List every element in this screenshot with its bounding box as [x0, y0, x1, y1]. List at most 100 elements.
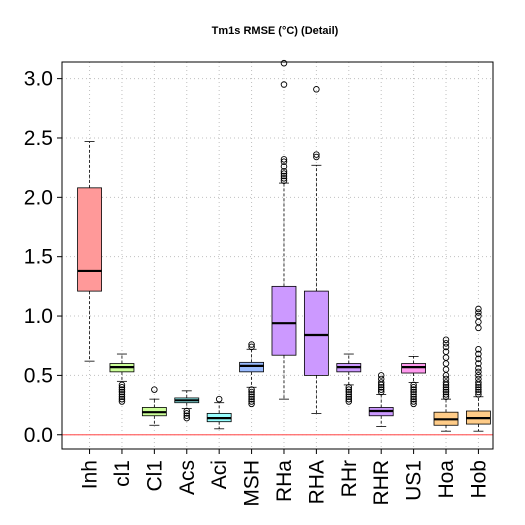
x-tick-label: RHr	[338, 460, 361, 497]
outlier-point	[280, 170, 288, 177]
y-axis: 0.0 0.5 1.0 1.5 2.0 2.5 3.0	[24, 68, 62, 447]
outlier-point	[442, 388, 450, 396]
outlier-point	[377, 386, 385, 393]
outlier-point	[280, 59, 288, 67]
outlier-point	[248, 343, 255, 351]
outlier-point	[410, 398, 417, 405]
outlier-point	[475, 324, 482, 332]
outlier-point	[377, 384, 385, 391]
y-tick-label: 3.0	[24, 68, 53, 91]
x-tick-label: RHR	[370, 460, 393, 506]
outlier-point	[118, 384, 126, 391]
outlier-point	[475, 386, 482, 393]
box-RHA	[303, 86, 329, 414]
outlier-point	[475, 384, 482, 391]
box-Acs	[174, 390, 200, 422]
outlier-point	[475, 375, 482, 383]
outlier-point	[118, 395, 126, 403]
outlier-point	[410, 381, 417, 389]
outlier-point	[345, 391, 353, 398]
outlier-point	[377, 372, 385, 379]
outlier-point	[248, 395, 255, 403]
x-tick-label: RHA	[305, 460, 328, 504]
outlier-point	[280, 156, 288, 163]
outlier-point	[280, 81, 288, 88]
outlier-point	[377, 388, 385, 396]
outlier-point	[475, 305, 482, 313]
outlier-point	[475, 355, 482, 363]
outlier-point	[280, 163, 288, 170]
x-axis: Inh cl1 Cl1 Acs Aci MSH RHa RHA RHr RHR US1 Hoa Hob	[79, 449, 490, 507]
outlier-point	[280, 172, 288, 180]
outlier-point	[475, 368, 482, 376]
outlier-point	[215, 395, 223, 403]
x-tick-label: US1	[403, 460, 426, 501]
x-tick-label: Cl1	[143, 460, 166, 492]
outlier-point	[345, 393, 353, 401]
x-tick-label: Aci	[208, 460, 231, 489]
outlier-point	[345, 388, 353, 396]
outlier-point	[280, 158, 288, 165]
x-tick-label: Hob	[467, 460, 490, 499]
outlier-point	[248, 400, 255, 408]
outlier-point	[410, 393, 417, 401]
box-Hoa	[433, 336, 459, 432]
box-iqr	[271, 285, 297, 356]
outlier-point	[410, 386, 417, 393]
box-iqr	[303, 290, 329, 376]
box-iqr	[401, 363, 427, 374]
outlier-point	[475, 379, 482, 386]
y-tick-label: 2.0	[24, 186, 53, 209]
outlier-point	[280, 175, 288, 182]
outlier-point	[280, 177, 288, 184]
box-cl1	[109, 353, 135, 405]
outlier-point	[118, 398, 126, 405]
outlier-point	[345, 398, 353, 405]
x-tick-label: RHa	[273, 460, 296, 502]
outlier-point	[345, 386, 353, 393]
grid-lines	[62, 62, 493, 449]
outlier-point	[442, 336, 450, 344]
outlier-point	[118, 393, 126, 401]
y-tick-label: 0.0	[24, 424, 53, 447]
outlier-point	[151, 386, 158, 393]
outlier-point	[442, 360, 450, 367]
outlier-point	[313, 151, 320, 158]
outlier-point	[248, 398, 255, 405]
outlier-point	[442, 391, 450, 398]
y-tick-label: 2.5	[24, 127, 53, 150]
box-Cl1	[141, 386, 167, 426]
outlier-point	[248, 391, 255, 398]
box-MSH	[239, 341, 264, 408]
outlier-point	[345, 384, 353, 391]
outlier-point	[475, 365, 482, 372]
outlier-point	[183, 410, 191, 417]
outlier-point	[475, 346, 482, 353]
boxes-group	[77, 59, 491, 432]
y-tick-label: 1.5	[24, 246, 53, 269]
box-iqr	[239, 361, 264, 373]
outlier-point	[475, 312, 482, 320]
outlier-point	[313, 153, 320, 161]
outlier-point	[475, 360, 482, 367]
outlier-point	[377, 379, 385, 386]
outlier-point	[475, 350, 482, 358]
outlier-point	[183, 412, 191, 420]
outlier-point	[248, 388, 255, 396]
outlier-point	[313, 86, 320, 93]
y-tick-label: 1.0	[24, 305, 53, 328]
outlier-point	[118, 391, 126, 398]
outlier-point	[248, 393, 255, 401]
outlier-point	[410, 388, 417, 396]
outlier-point	[442, 375, 450, 383]
outlier-point	[118, 386, 126, 393]
outlier-point	[475, 309, 482, 316]
box-RHr	[336, 353, 362, 405]
outlier-point	[442, 379, 450, 386]
box-RHa	[271, 59, 297, 400]
outlier-point	[248, 386, 255, 393]
x-tick-label: MSH	[241, 460, 264, 507]
outlier-point	[442, 343, 450, 351]
outlier-point	[475, 388, 482, 396]
outlier-point	[118, 381, 126, 389]
